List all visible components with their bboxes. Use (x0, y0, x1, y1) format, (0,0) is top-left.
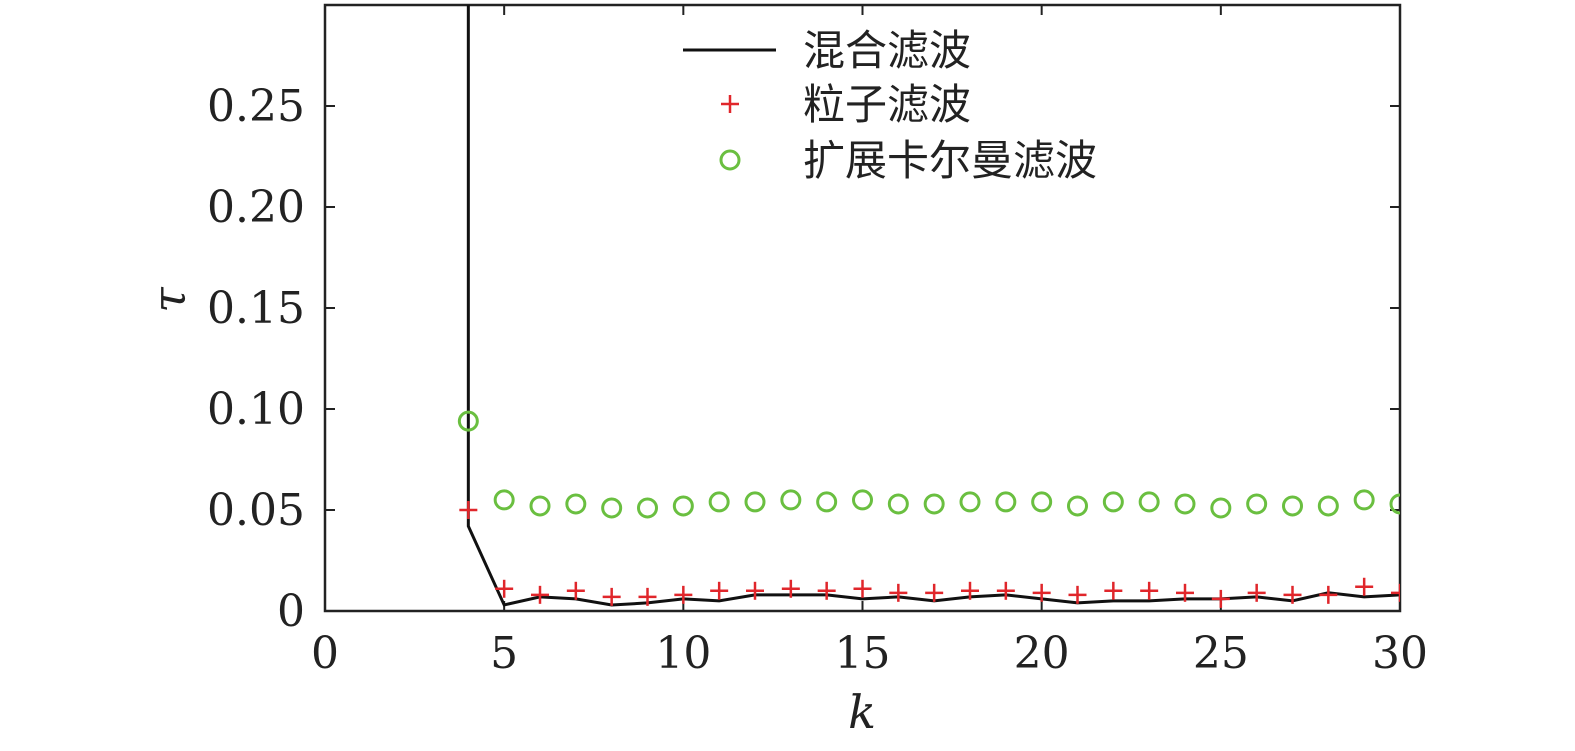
particle-filter-point (674, 585, 693, 604)
legend-plus-swatch (721, 95, 739, 113)
particle-filter-point (1319, 585, 1338, 604)
ekf-point (1138, 491, 1160, 513)
particle-filter-point (602, 587, 621, 606)
legend-circle-swatch (719, 149, 741, 171)
particle-filter-point (495, 579, 514, 598)
particle-filter-point (889, 583, 908, 602)
ekf-point (601, 497, 623, 519)
x-tick-label: 20 (1014, 628, 1070, 679)
legend-label: 粒子滤波 (803, 80, 971, 129)
particle-filter-point (853, 579, 872, 598)
ekf-point (708, 491, 730, 513)
ekf-point (923, 493, 945, 515)
particle-filter-point (996, 581, 1015, 600)
ekf-point (744, 491, 766, 513)
x-tick-label: 0 (311, 628, 339, 679)
ekf-point (1174, 493, 1196, 515)
ekf-point (780, 489, 802, 511)
ekf-point (1389, 493, 1400, 515)
particle-filter-point (710, 581, 729, 600)
legend-label: 扩展卡尔曼滤波 (803, 136, 1097, 185)
particle-filter-point (925, 583, 944, 602)
x-tick-label: 5 (490, 628, 518, 679)
ekf-point (852, 489, 873, 511)
x-tick-label: 15 (835, 628, 891, 679)
legend-label: 混合滤波 (803, 26, 971, 75)
y-axis-ticks: 0 0.05 0.10 0.15 0.20 0.25 (207, 81, 1400, 637)
y-tick-label: 0.20 (207, 182, 305, 233)
ekf-point (493, 489, 515, 511)
y-axis-label: τ (142, 286, 196, 313)
ekf-point (995, 491, 1017, 513)
ekf-point (1246, 493, 1268, 515)
particle-filter-point (961, 581, 979, 600)
ekf-point (1353, 489, 1375, 511)
ekf-point (1031, 491, 1053, 513)
ekf-point (887, 493, 909, 515)
particle-filter-point (459, 501, 478, 519)
particle-filter-point (746, 581, 764, 600)
y-tick-label: 0.10 (207, 384, 305, 435)
particle-filter-point (566, 581, 585, 600)
particle-filter-point (1391, 583, 1400, 602)
particle-filter-point (1140, 581, 1159, 600)
particle-filter-point (781, 579, 800, 598)
x-tick-label: 25 (1193, 628, 1249, 679)
ekf-point (1067, 495, 1088, 517)
ekf-point (565, 493, 587, 515)
particle-filter-point (1283, 585, 1302, 604)
ekf-point (1282, 495, 1303, 517)
series-layer (457, 5, 1400, 608)
ekf-point (457, 410, 479, 432)
series-line-hybrid-filter (466, 5, 1400, 607)
ekf-point (1317, 495, 1339, 517)
x-tick-label: 30 (1372, 628, 1428, 679)
y-tick-label: 0.25 (207, 81, 305, 132)
particle-filter-point (1068, 585, 1087, 604)
y-tick-label: 0.05 (207, 485, 305, 536)
particle-filter-point (1032, 583, 1051, 602)
ekf-point (1102, 491, 1124, 513)
particle-filter-point (1104, 581, 1123, 600)
particle-filter-point (817, 581, 836, 600)
x-axis-ticks: 0 5 10 15 20 25 30 (311, 5, 1428, 679)
x-tick-label: 10 (655, 628, 711, 679)
particle-filter-point (1176, 583, 1194, 602)
ekf-point (1210, 497, 1232, 519)
particle-filter-point (638, 587, 657, 606)
particle-filter-point (531, 585, 549, 604)
x-axis-label: k (848, 685, 876, 739)
particle-filter-point (1211, 589, 1230, 608)
ekf-point (672, 495, 694, 517)
ekf-point (816, 491, 838, 513)
particle-filter-point (1355, 577, 1374, 596)
y-tick-label: 0 (277, 586, 305, 637)
y-tick-label: 0.15 (207, 283, 305, 334)
ekf-point (959, 491, 981, 513)
ekf-point (529, 495, 551, 517)
particle-filter-point (1247, 583, 1266, 602)
ekf-point (637, 497, 658, 519)
